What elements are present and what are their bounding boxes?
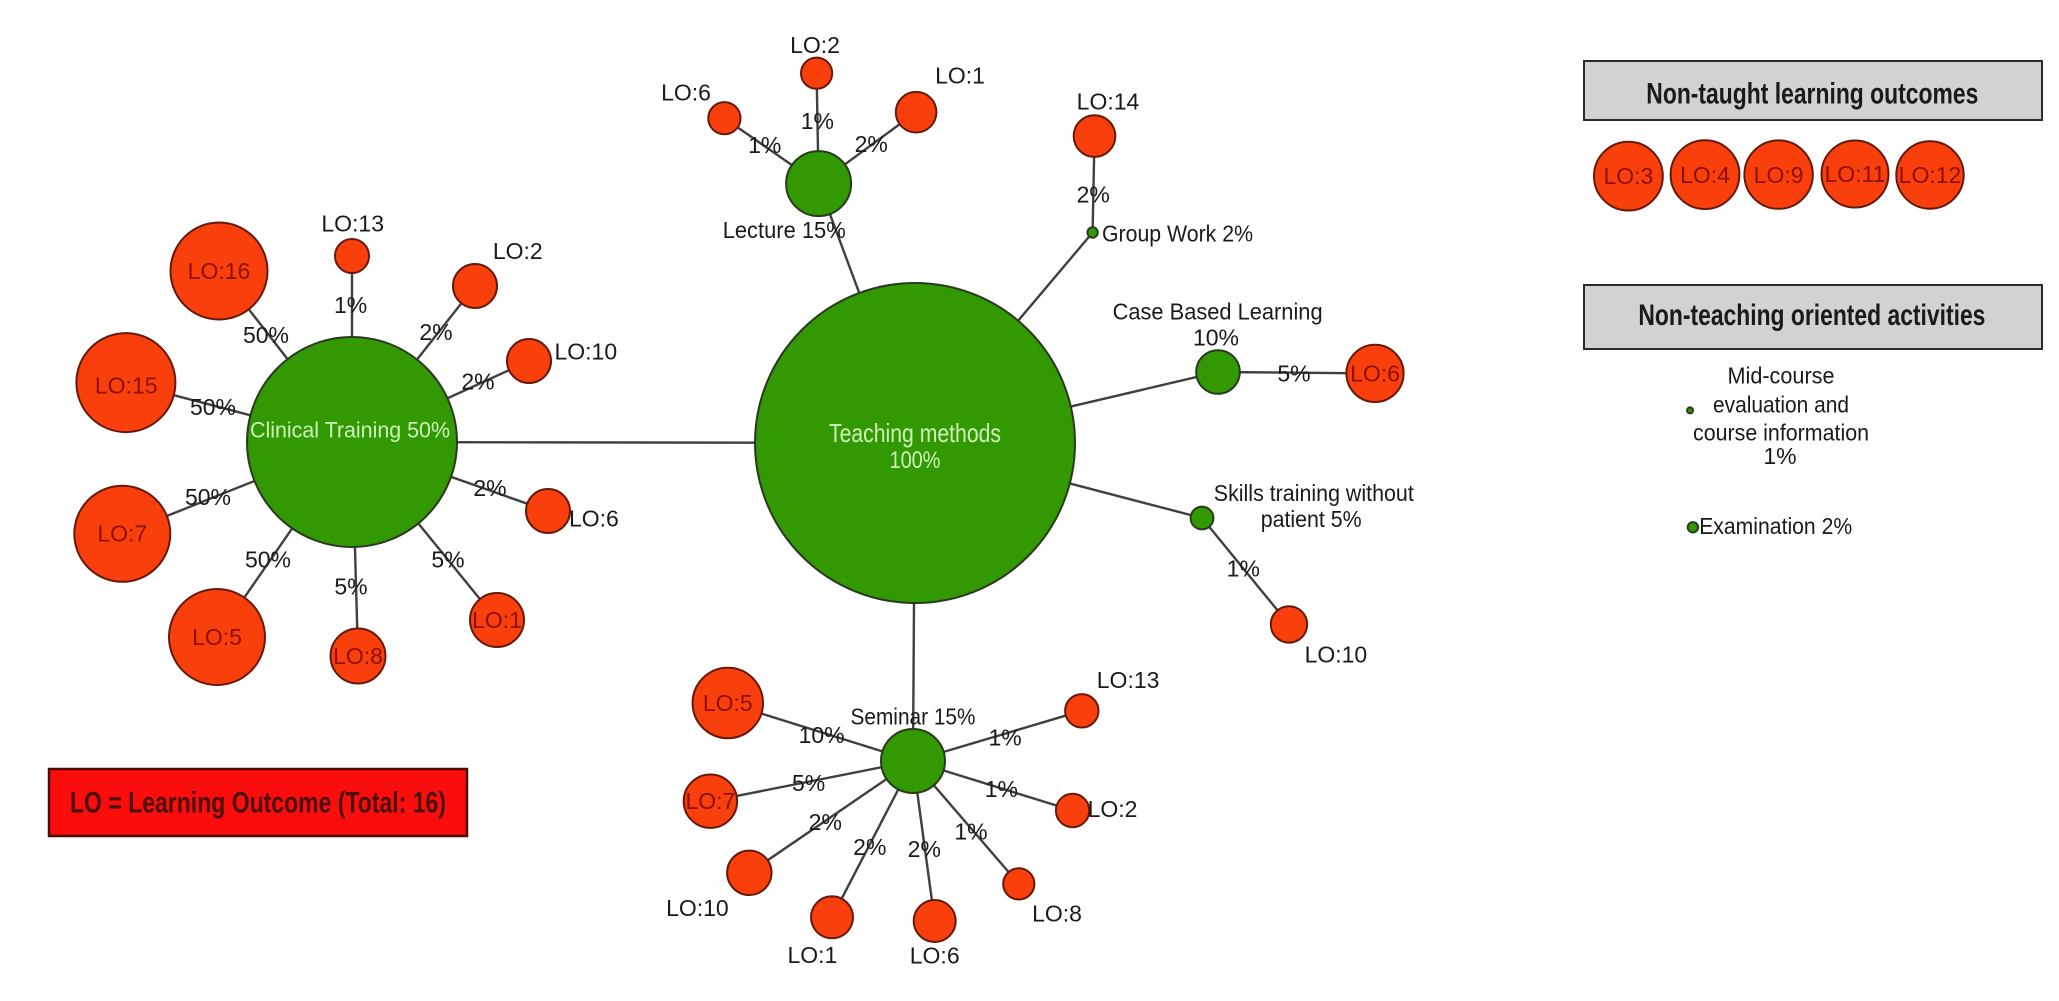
svg-text:1%: 1% [1227,556,1260,582]
svg-text:50%: 50% [243,322,289,348]
svg-text:LO:6: LO:6 [1350,360,1400,386]
svg-text:LO:8: LO:8 [1032,901,1082,927]
svg-text:50%: 50% [190,394,236,420]
svg-text:Group Work 2%: Group Work 2% [1102,220,1253,246]
svg-text:1%: 1% [1763,443,1796,469]
svg-text:LO:4: LO:4 [1680,162,1730,188]
svg-text:5%: 5% [334,574,367,600]
svg-text:5%: 5% [431,547,464,573]
svg-text:LO:14: LO:14 [1077,89,1140,115]
svg-text:50%: 50% [245,547,291,573]
svg-text:LO:7: LO:7 [97,520,147,546]
svg-text:1%: 1% [801,108,834,134]
svg-text:course information: course information [1693,420,1869,446]
svg-text:LO:6: LO:6 [910,943,960,969]
svg-text:2%: 2% [855,131,888,157]
svg-text:LO:9: LO:9 [1754,162,1804,188]
svg-text:1%: 1% [748,132,781,158]
svg-text:LO:10: LO:10 [554,339,617,365]
svg-text:LO:13: LO:13 [1097,667,1160,693]
svg-text:Non-taught learning outcomes: Non-taught learning outcomes [1646,77,1978,110]
svg-text:Clinical Training 50%: Clinical Training 50% [250,418,450,443]
svg-text:Mid-course: Mid-course [1728,362,1835,388]
svg-text:10%: 10% [1193,324,1239,350]
svg-text:LO:13: LO:13 [321,211,384,237]
svg-text:LO:12: LO:12 [1899,162,1962,188]
svg-text:2%: 2% [473,475,506,501]
svg-text:2%: 2% [908,836,941,862]
svg-text:LO:1: LO:1 [935,63,985,89]
svg-text:1%: 1% [988,725,1021,751]
svg-text:LO:8: LO:8 [333,643,383,669]
svg-text:Case Based Learning: Case Based Learning [1113,298,1323,324]
svg-text:LO:15: LO:15 [95,372,158,398]
svg-text:LO:11: LO:11 [1825,161,1886,187]
svg-text:LO:16: LO:16 [188,258,251,284]
svg-text:LO:2: LO:2 [790,32,840,58]
svg-text:1%: 1% [985,776,1018,802]
svg-text:LO:5: LO:5 [703,690,753,716]
svg-text:5%: 5% [1277,361,1310,387]
svg-text:LO = Learning Outcome (Total:: LO = Learning Outcome (Total: 16) [70,786,446,819]
svg-text:2%: 2% [419,319,452,345]
svg-text:100%: 100% [890,447,941,474]
svg-text:2%: 2% [809,809,842,835]
svg-text:patient 5%: patient 5% [1261,506,1362,532]
svg-text:LO:2: LO:2 [1088,796,1138,822]
svg-text:LO:2: LO:2 [493,238,543,264]
svg-text:LO:1: LO:1 [472,607,522,633]
svg-text:LO:1: LO:1 [787,942,837,968]
svg-text:2%: 2% [1077,182,1110,208]
svg-text:LO:7: LO:7 [685,788,735,814]
svg-text:10%: 10% [799,722,845,748]
svg-text:Seminar 15%: Seminar 15% [851,704,976,730]
svg-text:evaluation and: evaluation and [1713,392,1849,418]
svg-text:Teaching methods: Teaching methods [829,418,1001,448]
svg-text:LO:6: LO:6 [569,505,619,531]
svg-text:Examination 2%: Examination 2% [1699,513,1852,539]
svg-text:1%: 1% [954,818,987,844]
svg-text:50%: 50% [185,484,231,510]
svg-text:5%: 5% [792,770,825,796]
svg-text:Non-teaching oriented activiti: Non-teaching oriented activities [1638,299,1985,332]
svg-text:LO:10: LO:10 [1305,641,1368,667]
svg-text:LO:5: LO:5 [192,624,242,650]
svg-text:1%: 1% [334,292,367,318]
svg-text:LO:3: LO:3 [1603,163,1653,189]
svg-text:Skills training without: Skills training without [1214,480,1415,506]
svg-text:LO:6: LO:6 [661,80,711,106]
svg-text:Lecture 15%: Lecture 15% [723,217,846,243]
svg-text:2%: 2% [853,834,886,860]
svg-text:2%: 2% [461,369,494,395]
svg-text:LO:10: LO:10 [666,895,729,921]
